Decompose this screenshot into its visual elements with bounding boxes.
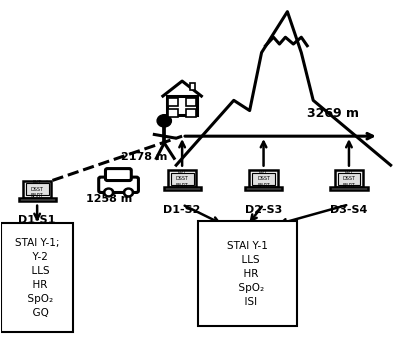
Circle shape [104, 188, 114, 197]
Text: PVT
DSST
BART: PVT DSST BART [176, 170, 189, 187]
Bar [245, 187, 282, 191]
Circle shape [126, 191, 131, 194]
Bar [23, 181, 52, 197]
Bar [18, 197, 56, 201]
Text: STAI Y-1;
  Y-2
  LLS
  HR
  SpO₂
  GQ: STAI Y-1; Y-2 LLS HR SpO₂ GQ [15, 238, 59, 318]
Bar [252, 173, 275, 185]
Circle shape [157, 115, 172, 127]
Text: STAI Y-1
  LLS
  HR
  SpO₂
  ISI: STAI Y-1 LLS HR SpO₂ ISI [227, 241, 268, 308]
Bar [168, 170, 196, 187]
Text: PVT
DSST
BART: PVT DSST BART [31, 180, 44, 198]
Text: PVT
DSST
BART: PVT DSST BART [257, 170, 270, 187]
Text: 3269 m: 3269 m [307, 107, 359, 120]
Bar [186, 98, 196, 106]
Bar [26, 183, 48, 195]
Bar [330, 187, 368, 191]
Text: D1-S1: D1-S1 [18, 215, 56, 225]
FancyBboxPatch shape [106, 169, 131, 181]
Circle shape [106, 191, 111, 194]
FancyBboxPatch shape [1, 223, 73, 332]
Bar [335, 170, 363, 187]
Bar [167, 96, 198, 115]
Bar [249, 170, 278, 187]
Text: D3-S4: D3-S4 [330, 205, 368, 215]
FancyBboxPatch shape [198, 222, 297, 325]
FancyBboxPatch shape [99, 177, 138, 193]
Bar [338, 173, 360, 185]
Circle shape [123, 188, 134, 197]
Bar [171, 173, 194, 185]
Bar [186, 109, 196, 117]
Bar [190, 83, 195, 90]
Bar [168, 98, 178, 106]
Bar [164, 187, 201, 191]
Text: 1258 m: 1258 m [86, 194, 132, 204]
Text: PVT
DSST
BART: PVT DSST BART [342, 170, 356, 187]
Text: 2178 m: 2178 m [121, 152, 168, 162]
Text: D1-S2: D1-S2 [164, 205, 201, 215]
Bar [168, 109, 178, 117]
Text: D2-S3: D2-S3 [245, 205, 282, 215]
